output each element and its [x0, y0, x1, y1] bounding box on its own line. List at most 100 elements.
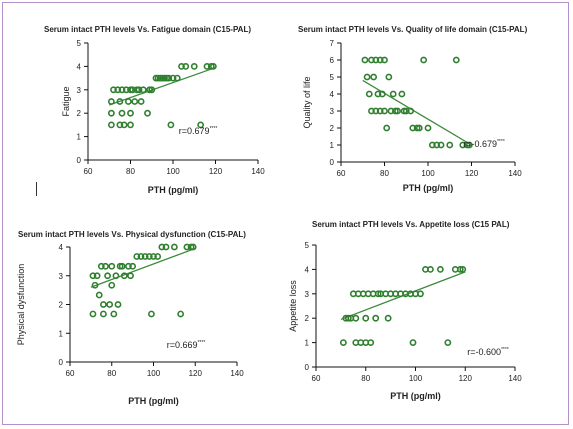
data-point [137, 98, 145, 105]
chart-panel-2: Serum intact PTH levels Vs. Quality of l… [298, 25, 528, 193]
data-point [110, 310, 118, 318]
data-point [362, 314, 370, 322]
data-point [370, 73, 378, 81]
data-point [417, 290, 424, 298]
data-point [456, 265, 464, 273]
y-tick-label: 5 [330, 73, 335, 82]
data-point [387, 107, 395, 115]
data-point [127, 272, 134, 280]
y-tick-label: 1 [77, 133, 82, 142]
x-tick-label: 60 [66, 369, 75, 378]
data-point [154, 253, 162, 260]
x-tick-label: 80 [380, 169, 389, 178]
data-point [118, 109, 126, 117]
data-point [106, 301, 114, 308]
data-point [363, 73, 371, 81]
data-point [95, 291, 103, 299]
data-point [107, 121, 115, 129]
data-point [424, 124, 432, 132]
data-point [100, 310, 107, 318]
data-point [444, 339, 452, 346]
data-point [183, 243, 191, 251]
y-axis-label: Quality of life [302, 76, 312, 128]
correlation-value: r=-0.679 [463, 139, 497, 149]
x-tick-label: 60 [337, 169, 346, 178]
data-point [167, 121, 175, 129]
data-point [203, 63, 211, 70]
trend-line [90, 247, 196, 288]
data-point [93, 272, 101, 280]
data-point [465, 141, 473, 149]
x-tick-label: 120 [459, 374, 473, 383]
x-axis-label: PTH (pg/ml) [128, 396, 179, 406]
y-tick-label: 2 [305, 314, 310, 323]
data-point [108, 262, 116, 270]
y-tick-label: 0 [77, 156, 82, 165]
y-tick-label: 1 [330, 141, 335, 150]
data-point [158, 243, 166, 251]
y-tick-label: 1 [59, 329, 64, 338]
y-tick-label: 6 [330, 56, 335, 65]
x-tick-label: 120 [189, 369, 203, 378]
data-point [133, 253, 141, 260]
y-tick-label: 3 [305, 290, 310, 299]
data-point [129, 86, 137, 94]
y-tick-label: 3 [59, 272, 64, 281]
y-tick-label: 2 [330, 124, 335, 133]
x-tick-label: 80 [107, 369, 116, 378]
data-point [428, 141, 436, 149]
data-point [372, 314, 380, 322]
data-point [367, 339, 375, 346]
y-tick-label: 5 [77, 39, 82, 48]
data-point [124, 98, 132, 105]
data-point [120, 121, 128, 129]
data-point [352, 314, 360, 322]
data-point [365, 90, 373, 98]
data-point [89, 310, 97, 318]
data-point [182, 63, 190, 70]
data-point [162, 243, 170, 251]
data-point [178, 63, 185, 70]
data-point [409, 124, 417, 132]
data-point [150, 253, 157, 260]
data-point [409, 339, 417, 346]
y-tick-label: 3 [77, 86, 82, 95]
data-point [137, 253, 145, 260]
data-point [148, 310, 155, 318]
y-tick-label: 0 [59, 358, 64, 367]
data-point [197, 121, 205, 129]
data-point [148, 86, 156, 94]
data-point [97, 262, 105, 270]
correlation-significance: **** [501, 347, 509, 353]
correlation-significance: **** [197, 340, 205, 346]
chart-title: Serum intact PTH levels Vs. Appetite los… [312, 220, 510, 229]
data-point [384, 314, 392, 322]
correlation-label: r=-0.679**** [463, 139, 505, 149]
data-point [100, 301, 107, 308]
y-tick-label: 4 [59, 243, 64, 252]
x-tick-label: 140 [508, 169, 522, 178]
data-point [374, 290, 382, 298]
data-point [420, 56, 428, 64]
correlation-significance: **** [209, 126, 217, 132]
y-tick-label: 7 [330, 39, 335, 48]
data-point [383, 124, 391, 132]
y-axis-label: Appetite loss [288, 280, 298, 332]
data-point [127, 109, 134, 117]
data-point [173, 74, 181, 82]
data-point [91, 281, 99, 289]
data-point [209, 63, 217, 70]
data-point [374, 90, 382, 98]
data-point [372, 56, 380, 64]
data-point [361, 56, 369, 64]
y-tick-label: 5 [305, 241, 310, 250]
correlation-value: r=-0.600 [467, 347, 501, 357]
x-axis-label: PTH (pg/ml) [148, 185, 199, 195]
chart-title: Serum intact PTH levels Vs. Fatigue doma… [44, 25, 251, 34]
data-point [452, 56, 460, 64]
x-tick-label: 100 [166, 167, 180, 176]
y-tick-label: 0 [305, 363, 310, 372]
y-tick-label: 4 [330, 90, 335, 99]
data-point [427, 265, 434, 273]
